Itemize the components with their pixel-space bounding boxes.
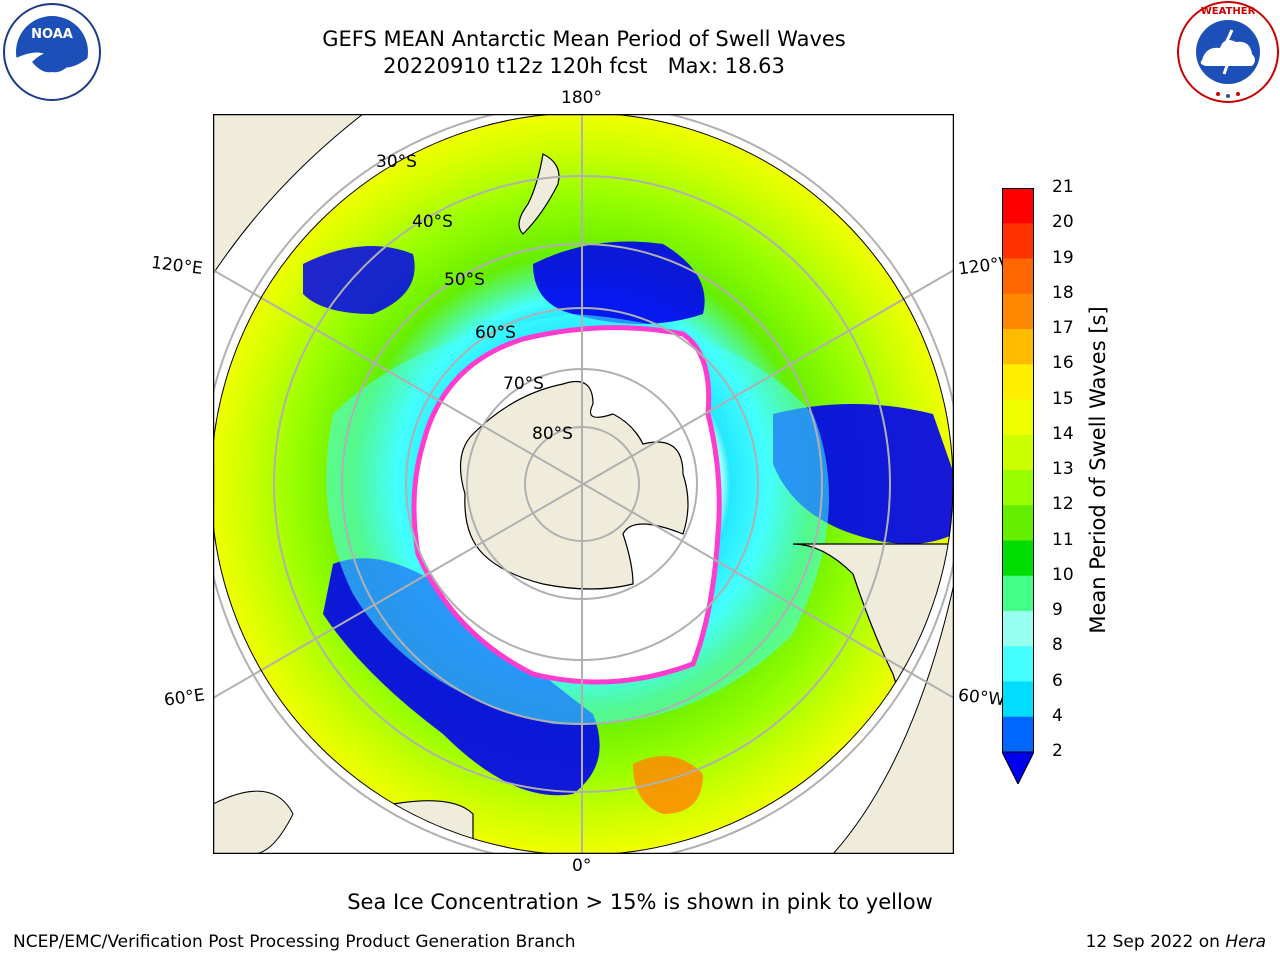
colorbar-tick-label: 8 [1052, 635, 1063, 656]
noaa-logo: NOAA [3, 3, 101, 101]
colorbar-band [1002, 364, 1034, 400]
colorbar-band [1002, 611, 1034, 647]
latitude-label: 80°S [532, 424, 573, 444]
colorbar-tick-label: 13 [1052, 459, 1074, 479]
colorbar-tick-label: 21 [1052, 177, 1074, 197]
colorbar-band [1002, 470, 1034, 506]
colorbar-extend-min [1002, 751, 1034, 784]
colorbar-tick-label: 16 [1052, 353, 1074, 374]
latitude-label: 60°S [475, 323, 516, 343]
colorbar-band [1002, 434, 1034, 471]
footer-date-text: 12 Sep 2022 on [1085, 932, 1226, 952]
antarctica-landmass [459, 380, 689, 590]
svg-text:NOAA: NOAA [31, 27, 73, 42]
chart-title: GEFS MEAN Antarctic Mean Period of Swell… [322, 27, 846, 51]
latitude-label: 30°S [376, 152, 417, 172]
new-zealand-landmass [518, 153, 560, 235]
land-corner-top-left [213, 114, 364, 275]
colorbar-tick-label: 6 [1052, 670, 1063, 691]
swell-patch-ross [533, 241, 705, 324]
colorbar-tick-label: 18 [1052, 282, 1074, 303]
colorbar-tick-label: 15 [1052, 388, 1074, 409]
colorbar-tick-label: 4 [1052, 705, 1063, 726]
chart-subtitle: 20220910 t12z 120h fcst Max: 18.63 [383, 54, 785, 78]
colorbar-band [1002, 223, 1034, 259]
colorbar-band [1002, 258, 1034, 295]
colorbar-band [1002, 505, 1034, 541]
colorbar-band [1002, 646, 1034, 682]
footer-credit: NCEP/EMC/Verification Post Processing Pr… [13, 932, 576, 952]
longitude-label-60e: 60°E [162, 685, 207, 711]
longitude-label-0: 0° [572, 856, 592, 876]
colorbar-tick-label: 9 [1052, 600, 1063, 620]
map-frame-border [213, 114, 954, 854]
colorbar-band [1002, 188, 1034, 224]
colorbar-band [1002, 575, 1034, 612]
longitude-label-60w: 60°W [957, 685, 1006, 711]
longitude-label-180: 180° [561, 88, 602, 108]
colorbar-outline [1002, 188, 1034, 753]
svg-text:WEATHER: WEATHER [1201, 6, 1256, 17]
colorbar-tick-label: 20 [1052, 212, 1074, 233]
colorbar-tick-label: 10 [1052, 564, 1074, 585]
colorbar-band [1002, 293, 1034, 330]
colorbar-band [1002, 329, 1034, 365]
colorbar [1002, 188, 1034, 784]
colorbar-band [1002, 681, 1034, 718]
colorbar-band [1002, 399, 1034, 436]
nws-logo: WEATHER [1177, 1, 1279, 103]
sea-ice-note: Sea Ice Concentration > 15% is shown in … [347, 890, 933, 914]
longitude-label-120e: 120°E [149, 252, 204, 280]
colorbar-tick-label: 11 [1052, 529, 1074, 550]
swell-patch-tasman [303, 246, 415, 314]
swell-patch-orange [633, 756, 703, 814]
colorbar-label: Mean Period of Swell Waves [s] [1086, 306, 1110, 634]
colorbar-tick-label: 14 [1052, 423, 1074, 444]
latitude-label: 50°S [444, 270, 485, 290]
graticule [213, 114, 954, 854]
colorbar-band [1002, 716, 1034, 753]
footer-host: Hera [1225, 932, 1266, 952]
land-corner-bottom-right [832, 583, 954, 854]
colorbar-band [1002, 540, 1034, 577]
colorbar-tick-label: 19 [1052, 247, 1074, 268]
colorbar-tick-label: 12 [1052, 494, 1074, 515]
latitude-label: 40°S [412, 212, 453, 232]
colorbar-tick-label: 2 [1052, 741, 1063, 761]
footer-date: 12 Sep 2022 on Hera [1086, 932, 1266, 952]
latitude-label: 70°S [503, 374, 544, 394]
polar-map [213, 114, 954, 854]
colorbar-tick-label: 17 [1052, 318, 1074, 338]
